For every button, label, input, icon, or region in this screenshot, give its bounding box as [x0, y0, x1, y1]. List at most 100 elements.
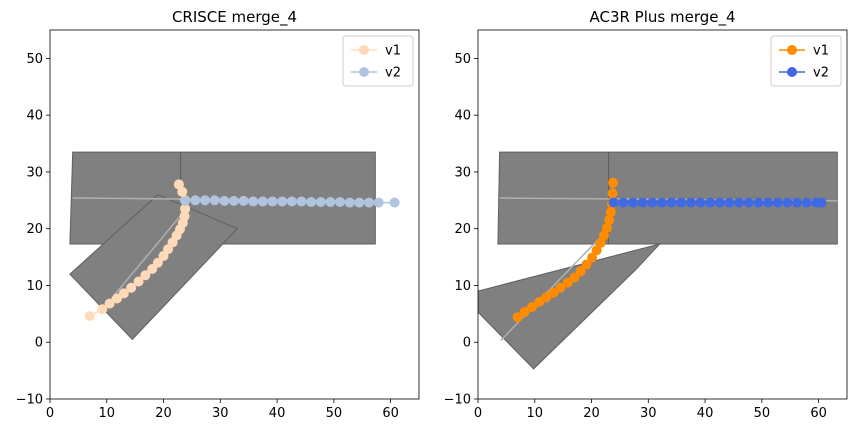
legend-box	[342, 35, 414, 87]
data-point-v2	[344, 197, 355, 208]
data-point-v2	[801, 197, 812, 208]
data-point-v2	[656, 197, 667, 208]
data-point-v2	[199, 195, 210, 206]
x-tick-label: 0	[46, 406, 54, 421]
data-point-v1	[140, 270, 151, 281]
data-point-v1	[575, 266, 586, 277]
data-point-v1	[555, 282, 566, 293]
x-tick-label: 50	[326, 406, 343, 421]
legend-box	[770, 35, 842, 87]
chart-title: CRISCE merge_4	[172, 8, 297, 27]
data-point-v2	[180, 195, 191, 206]
data-point-v2	[782, 197, 793, 208]
data-point-v1	[126, 282, 137, 293]
plot-area	[478, 151, 838, 370]
data-point-v2	[734, 197, 745, 208]
legend-marker-v2	[787, 67, 797, 77]
y-tick-label: 30	[454, 165, 471, 180]
data-point-v2	[705, 197, 716, 208]
data-point-v2	[277, 196, 288, 207]
data-point-v2	[647, 197, 658, 208]
y-tick-label: −10	[444, 393, 471, 408]
data-point-v1	[111, 293, 122, 304]
data-point-v1	[608, 177, 619, 188]
data-point-v2	[753, 197, 764, 208]
data-point-v2	[627, 197, 638, 208]
data-point-v2	[637, 197, 648, 208]
data-point-v2	[618, 197, 629, 208]
data-point-v1	[152, 257, 163, 268]
x-tick-label: 20	[583, 406, 600, 421]
data-point-v1	[591, 245, 602, 256]
data-point-v1	[104, 298, 115, 309]
data-point-v1	[548, 287, 559, 298]
data-point-v1	[562, 277, 573, 288]
data-point-v2	[364, 197, 375, 208]
data-point-v2	[286, 196, 297, 207]
data-point-v1	[587, 252, 598, 263]
y-tick-label: 0	[463, 336, 471, 351]
legend-marker-v2	[359, 67, 369, 77]
data-point-v2	[792, 197, 803, 208]
x-tick-label: 40	[697, 406, 714, 421]
data-point-v2	[315, 197, 326, 208]
data-point-v2	[209, 195, 220, 206]
x-tick-label: 50	[754, 406, 771, 421]
data-point-v2	[373, 197, 384, 208]
y-tick-label: 50	[26, 52, 43, 67]
data-point-v1	[512, 312, 523, 323]
data-point-v1	[604, 215, 615, 226]
data-point-v1	[519, 307, 530, 318]
legend-label-v2: v2	[385, 66, 401, 81]
data-point-v2	[325, 197, 336, 208]
data-point-v2	[772, 197, 783, 208]
x-tick-label: 30	[640, 406, 657, 421]
data-point-v1	[179, 211, 190, 222]
data-point-v1	[541, 292, 552, 303]
data-point-v2	[676, 197, 687, 208]
data-point-v2	[685, 197, 696, 208]
legend-marker-v1	[787, 45, 797, 55]
x-tick-label: 10	[526, 406, 543, 421]
data-point-v2	[335, 197, 346, 208]
y-tick-label: 10	[454, 279, 471, 294]
x-tick-label: 30	[212, 406, 229, 421]
data-point-v1	[581, 259, 592, 270]
x-tick-label: 10	[98, 406, 115, 421]
data-point-v2	[695, 197, 706, 208]
y-tick-label: −10	[16, 393, 43, 408]
x-tick-label: 0	[474, 406, 482, 421]
data-point-v2	[257, 196, 268, 207]
y-tick-label: 20	[454, 222, 471, 237]
data-point-v2	[743, 197, 754, 208]
x-tick-label: 20	[155, 406, 172, 421]
data-point-v2	[608, 197, 619, 208]
y-tick-label: 40	[454, 109, 471, 124]
data-point-v1	[180, 203, 191, 214]
data-point-v2	[267, 196, 278, 207]
road-polygon	[478, 243, 662, 370]
x-tick-label: 60	[810, 406, 827, 421]
data-point-v1	[133, 276, 144, 287]
data-point-v2	[714, 197, 725, 208]
y-tick-label: 0	[35, 336, 43, 351]
legend-label-v2: v2	[813, 66, 829, 81]
data-point-v1	[526, 302, 537, 313]
data-point-v2	[219, 195, 230, 206]
data-point-v2	[248, 196, 259, 207]
legend-label-v1: v1	[385, 44, 401, 59]
data-point-v2	[763, 197, 774, 208]
x-tick-label: 60	[382, 406, 399, 421]
data-point-v2	[816, 197, 827, 208]
data-point-v2	[306, 197, 317, 208]
axes-frame	[477, 29, 848, 400]
axes-frame	[49, 29, 420, 400]
data-point-v2	[354, 197, 365, 208]
data-point-v1	[97, 304, 108, 315]
data-point-v2	[238, 195, 249, 206]
